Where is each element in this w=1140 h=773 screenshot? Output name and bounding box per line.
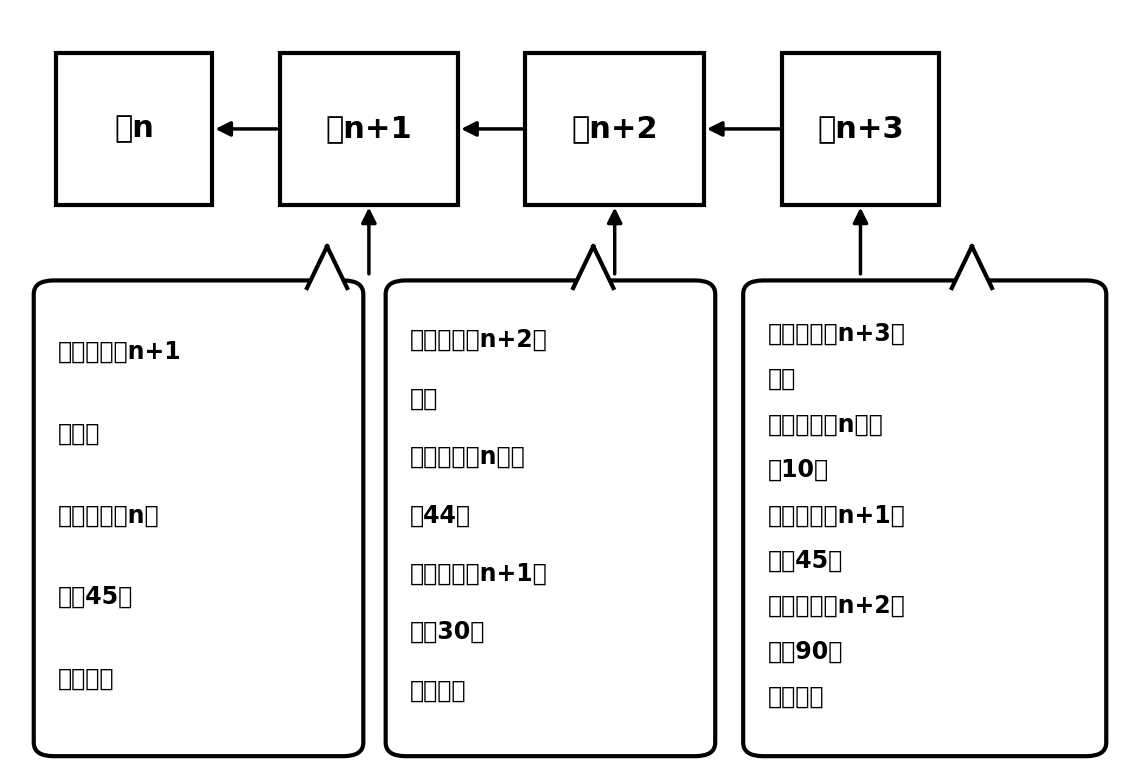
Polygon shape (573, 247, 613, 288)
Text: 验证者对块n的签: 验证者对块n的签 (410, 444, 526, 469)
Text: 签名30个: 签名30个 (410, 620, 486, 644)
Text: 其他签名: 其他签名 (767, 685, 824, 709)
Text: 出块者对块n+2的: 出块者对块n+2的 (410, 328, 548, 352)
Text: 验证者对块n+1的: 验证者对块n+1的 (767, 503, 905, 527)
Text: 验证者对块n+2的: 验证者对块n+2的 (767, 594, 905, 618)
Polygon shape (952, 247, 992, 288)
Text: 块n+1: 块n+1 (326, 114, 413, 144)
Text: 签名45个: 签名45个 (58, 585, 133, 609)
Text: 的签名: 的签名 (58, 421, 100, 445)
Text: 验证者对块n的签: 验证者对块n的签 (767, 412, 884, 437)
FancyBboxPatch shape (385, 281, 715, 756)
Bar (782, 53, 938, 205)
Bar (279, 53, 458, 205)
Text: 名44个: 名44个 (410, 503, 471, 527)
Text: 验证者对块n+1的: 验证者对块n+1的 (410, 562, 548, 586)
Text: 出块者对块n+1: 出块者对块n+1 (58, 339, 182, 363)
Text: 验证者对块n的: 验证者对块n的 (58, 503, 160, 527)
Text: 块n+3: 块n+3 (817, 114, 904, 144)
Text: 块n+2: 块n+2 (571, 114, 658, 144)
Bar (56, 53, 212, 205)
Text: 名10个: 名10个 (767, 458, 829, 482)
Text: 块n: 块n (114, 114, 154, 144)
Text: 签名: 签名 (767, 367, 796, 391)
Polygon shape (307, 247, 348, 288)
Text: 出块者对块n+3的: 出块者对块n+3的 (767, 322, 905, 346)
Text: 签名: 签名 (410, 386, 439, 410)
Text: 其他签名: 其他签名 (410, 679, 466, 703)
Text: 签名45个: 签名45个 (767, 549, 842, 573)
Text: 签名90个: 签名90个 (767, 639, 844, 664)
Text: 其他签名: 其他签名 (58, 667, 115, 691)
FancyBboxPatch shape (743, 281, 1106, 756)
Bar (526, 53, 705, 205)
FancyBboxPatch shape (34, 281, 364, 756)
